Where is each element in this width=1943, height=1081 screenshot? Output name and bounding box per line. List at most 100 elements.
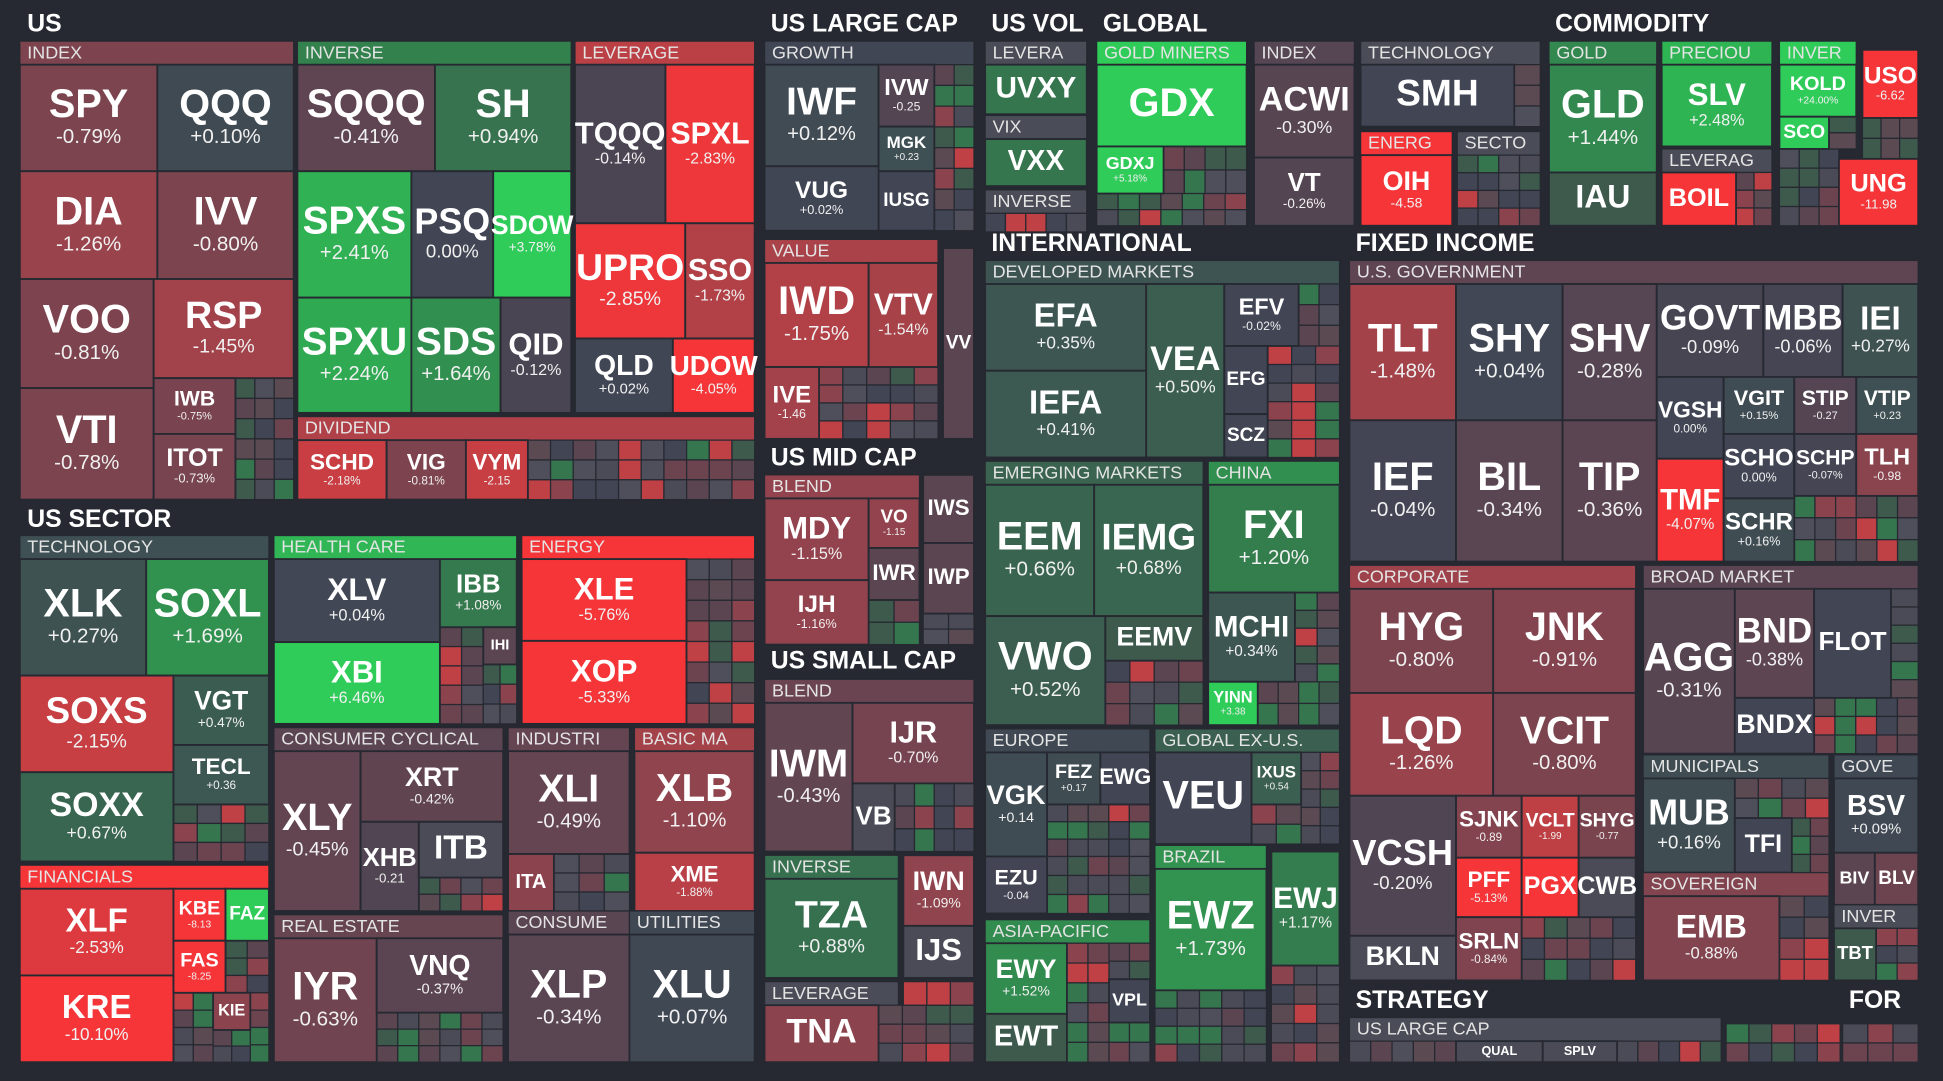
tile[interactable] [1548, 63, 1658, 174]
tile[interactable] [1861, 48, 1920, 119]
tile[interactable] [434, 63, 573, 173]
tile[interactable] [417, 820, 505, 879]
tile[interactable] [984, 63, 1088, 116]
tile[interactable] [1348, 283, 1457, 422]
tile[interactable] [492, 170, 573, 299]
tile[interactable] [1813, 587, 1892, 699]
tile[interactable] [172, 887, 227, 942]
tile[interactable] [984, 369, 1148, 459]
tile[interactable] [763, 63, 880, 168]
tile[interactable] [1793, 376, 1858, 435]
tile[interactable] [671, 337, 756, 414]
tile[interactable] [922, 473, 975, 544]
tile[interactable] [1837, 157, 1920, 227]
tile[interactable] [1541, 1040, 1619, 1064]
tile[interactable] [464, 439, 529, 501]
tile[interactable] [359, 820, 420, 912]
tile[interactable] [763, 165, 880, 232]
tile[interactable] [1733, 696, 1816, 755]
tile[interactable] [763, 579, 870, 646]
tile[interactable] [1153, 867, 1268, 992]
tile[interactable] [763, 366, 821, 440]
tile[interactable] [1359, 154, 1454, 227]
tile[interactable] [156, 170, 295, 280]
tile[interactable] [1223, 345, 1269, 416]
tile[interactable] [1223, 283, 1300, 347]
tile[interactable] [574, 222, 687, 340]
tile[interactable] [272, 558, 441, 644]
tile[interactable] [1642, 777, 1736, 874]
tile[interactable] [922, 542, 975, 615]
tile[interactable] [212, 991, 252, 1031]
tile[interactable] [984, 615, 1107, 727]
tile[interactable] [984, 1012, 1068, 1064]
tile[interactable] [851, 701, 975, 785]
tile[interactable] [628, 933, 756, 1064]
tile[interactable] [1348, 691, 1495, 797]
tile[interactable] [867, 497, 921, 549]
tile[interactable] [1207, 680, 1259, 727]
tile[interactable] [1359, 63, 1516, 128]
tile[interactable] [1455, 916, 1523, 982]
tile[interactable] [1873, 851, 1920, 906]
tile[interactable] [152, 377, 237, 435]
tile[interactable] [499, 296, 573, 414]
tile[interactable] [172, 939, 227, 994]
tile[interactable] [1642, 587, 1736, 755]
tile[interactable] [1833, 777, 1920, 854]
tile[interactable] [1348, 794, 1457, 937]
tile[interactable] [1223, 413, 1269, 459]
tile[interactable] [763, 877, 900, 979]
tile[interactable] [1660, 63, 1773, 148]
tile[interactable] [763, 1004, 880, 1064]
tile[interactable] [867, 547, 921, 601]
tile[interactable] [1253, 156, 1356, 227]
tile[interactable] [272, 937, 378, 1064]
tile[interactable] [1104, 615, 1205, 662]
tile[interactable] [1722, 497, 1796, 563]
tile[interactable] [1793, 433, 1858, 497]
tile[interactable] [1455, 283, 1564, 422]
tile[interactable] [410, 170, 495, 299]
tile[interactable] [1855, 433, 1920, 497]
tile[interactable] [1099, 751, 1151, 806]
tile[interactable] [867, 261, 939, 368]
tile[interactable] [18, 387, 155, 501]
tile[interactable] [1833, 851, 1876, 906]
tile[interactable] [410, 296, 502, 414]
tile[interactable] [851, 782, 896, 853]
tile[interactable] [507, 933, 631, 1064]
tile[interactable] [1722, 376, 1796, 435]
tile[interactable] [1642, 895, 1781, 982]
tile[interactable] [1348, 934, 1457, 982]
tile[interactable] [1548, 171, 1658, 227]
tile[interactable] [1833, 927, 1878, 982]
tile[interactable] [984, 751, 1049, 858]
tile[interactable] [272, 750, 362, 912]
tile[interactable] [1455, 794, 1523, 859]
tile[interactable] [1253, 63, 1356, 159]
tile[interactable] [664, 63, 756, 225]
tile[interactable] [152, 433, 237, 501]
tile[interactable] [1095, 63, 1248, 148]
tile[interactable] [633, 851, 756, 912]
tile[interactable] [763, 701, 854, 853]
tile[interactable] [984, 855, 1049, 915]
tile[interactable] [1778, 115, 1830, 150]
tile[interactable] [1778, 63, 1858, 118]
tile[interactable] [1841, 283, 1920, 378]
tile[interactable] [1762, 283, 1844, 378]
tile[interactable] [296, 63, 436, 173]
tile[interactable] [574, 337, 674, 414]
tile[interactable] [145, 558, 270, 677]
tile[interactable] [1733, 587, 1816, 699]
tile[interactable] [438, 558, 518, 629]
tile[interactable] [520, 639, 688, 725]
tile[interactable] [156, 63, 295, 173]
tile[interactable] [375, 937, 505, 1014]
tile[interactable] [224, 887, 270, 942]
tile[interactable] [877, 125, 936, 173]
tile[interactable] [359, 750, 505, 823]
tile[interactable] [574, 63, 667, 225]
tile[interactable] [1577, 856, 1637, 919]
